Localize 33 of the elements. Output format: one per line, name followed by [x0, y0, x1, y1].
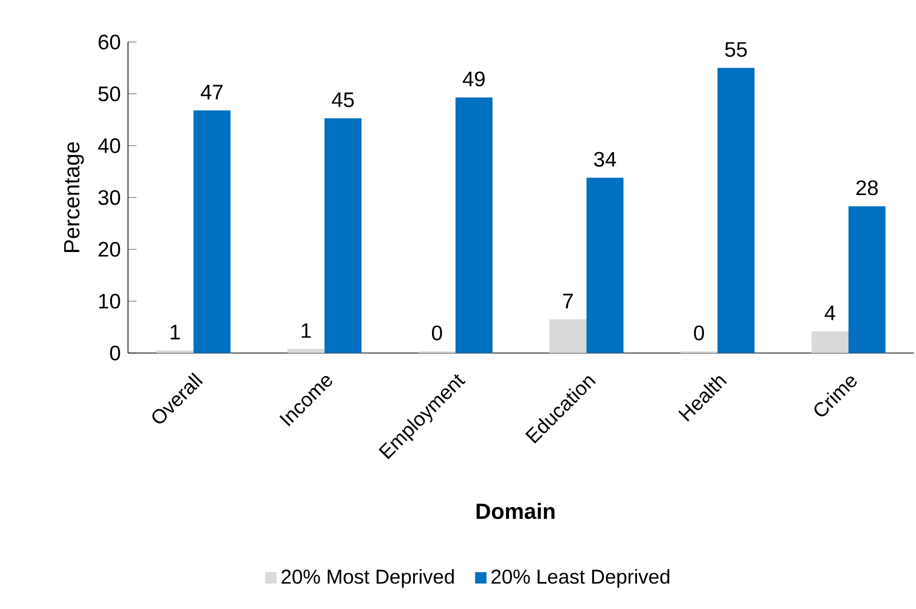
- bar: [156, 350, 194, 353]
- bar: [812, 331, 848, 353]
- data-label: 55: [725, 42, 747, 57]
- x-axis-title: Domain: [476, 502, 554, 520]
- y-tick-label: 30: [98, 190, 120, 205]
- bar: [586, 178, 624, 353]
- data-label: 34: [594, 152, 616, 167]
- data-label: 45: [332, 92, 354, 108]
- data-label: 0: [694, 326, 704, 340]
- data-label: 1: [170, 324, 180, 340]
- y-tick-label: 40: [98, 138, 120, 154]
- data-label: 47: [200, 84, 223, 100]
- bar: [288, 348, 325, 353]
- bar: [324, 118, 362, 353]
- bar: [848, 206, 886, 353]
- data-label: 1: [302, 323, 311, 338]
- bar: [550, 319, 586, 353]
- legend-label: 20% Least Deprived: [492, 569, 670, 588]
- y-tick-label: 0: [110, 346, 120, 360]
- bar: [194, 110, 231, 353]
- data-label: 49: [462, 72, 485, 86]
- y-axis-title: Percentage: [64, 142, 84, 252]
- y-tick-label: 10: [99, 294, 120, 309]
- y-tick-label: 50: [98, 86, 120, 102]
- data-label: 0: [432, 326, 442, 340]
- data-label: 7: [563, 294, 573, 308]
- bar: [718, 68, 754, 353]
- y-tick-label: 20: [98, 242, 120, 257]
- data-label: 4: [824, 306, 836, 320]
- bar: [456, 97, 492, 353]
- data-label: 28: [856, 180, 878, 196]
- legend-label: 20% Most Deprived: [282, 569, 454, 588]
- y-tick-label: 60: [98, 34, 120, 50]
